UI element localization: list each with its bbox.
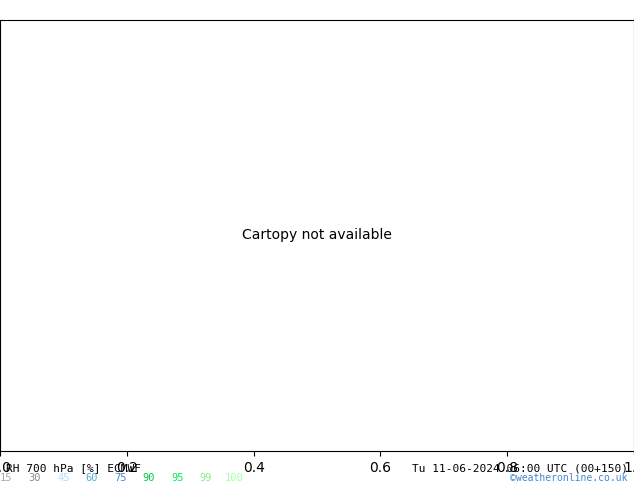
Text: 75: 75 bbox=[114, 473, 127, 483]
Text: 100: 100 bbox=[225, 473, 244, 483]
Text: 30: 30 bbox=[29, 473, 41, 483]
Text: 99: 99 bbox=[200, 473, 212, 483]
Text: ©weatheronline.co.uk: ©weatheronline.co.uk bbox=[510, 473, 628, 483]
Text: 90: 90 bbox=[143, 473, 155, 483]
Text: Cartopy not available: Cartopy not available bbox=[242, 228, 392, 242]
Text: RH 700 hPa [%] ECMWF: RH 700 hPa [%] ECMWF bbox=[6, 463, 141, 473]
Text: 15: 15 bbox=[0, 473, 13, 483]
Text: 45: 45 bbox=[57, 473, 70, 483]
Text: 60: 60 bbox=[86, 473, 98, 483]
Text: Tu 11-06-2024 06:00 UTC (00+150): Tu 11-06-2024 06:00 UTC (00+150) bbox=[411, 463, 628, 473]
Text: 95: 95 bbox=[171, 473, 184, 483]
